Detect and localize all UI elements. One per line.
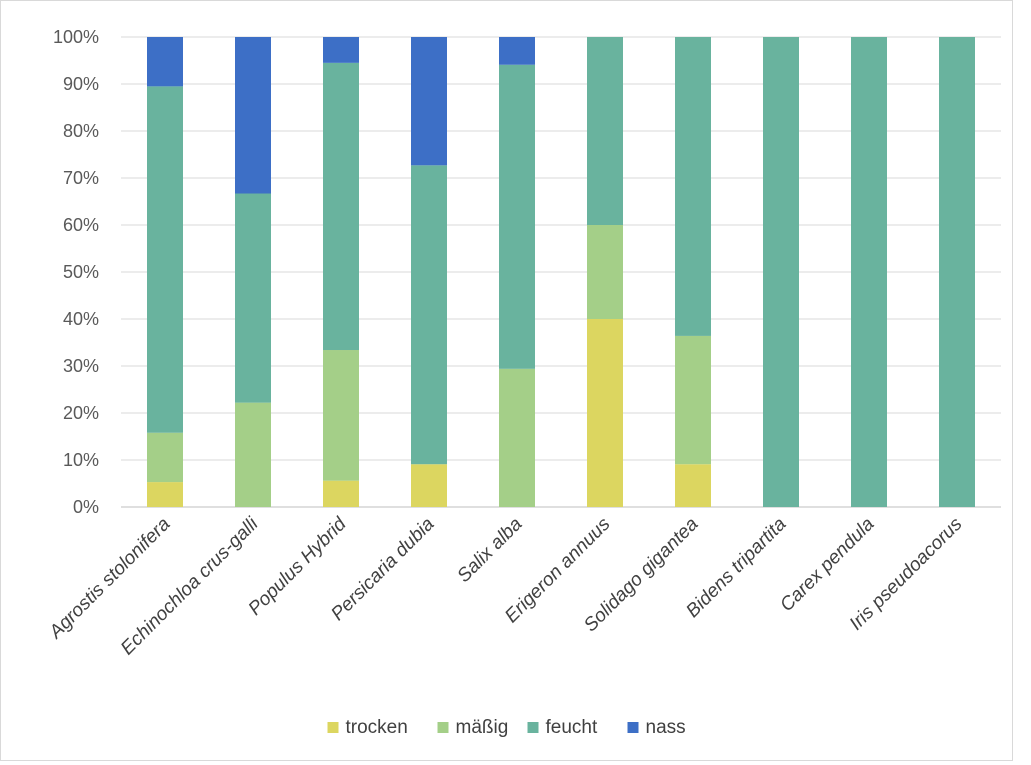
bar-segment-nass <box>235 37 271 194</box>
bar-segment-feucht <box>587 37 623 225</box>
bar-segment-feucht <box>763 37 799 507</box>
bar-segment-mäßig <box>499 368 535 507</box>
legend-label: nass <box>646 717 686 738</box>
x-category-label: Carex pendula <box>776 514 878 616</box>
bar-segment-feucht <box>235 193 271 403</box>
bar-segment-feucht <box>147 86 183 433</box>
bar-segment-feucht <box>851 37 887 507</box>
bar-segment-mäßig <box>235 402 271 507</box>
bar-segment-feucht <box>323 62 359 351</box>
y-tick-label: 80% <box>63 121 99 141</box>
y-tick-label: 10% <box>63 450 99 470</box>
legend-label: trocken <box>346 717 408 738</box>
bar-segment-nass <box>147 37 183 87</box>
bar-segment-feucht <box>675 37 711 336</box>
legend: trocken mäßig feucht nass <box>327 717 686 738</box>
legend-swatch-mäßig <box>437 722 449 733</box>
bar-segment-feucht <box>939 37 975 507</box>
x-category-label: Salix alba <box>453 514 526 587</box>
bars <box>147 37 975 507</box>
y-tick-label: 30% <box>63 356 99 376</box>
y-tick-label: 70% <box>63 168 99 188</box>
y-tick-label: 100% <box>53 27 99 47</box>
bar-segment-mäßig <box>587 225 623 319</box>
y-tick-label: 50% <box>63 262 99 282</box>
legend-swatch-trocken <box>327 722 339 733</box>
y-tick-label: 90% <box>63 74 99 94</box>
legend-swatch-nass <box>627 722 639 733</box>
chart-frame: 0% 10% 20% 30% 40% 50% 60% 70% 80% 90% 100% Agrost… <box>0 0 1013 761</box>
legend-swatch-feucht <box>527 722 539 733</box>
y-axis-tick-labels: 0% 10% 20% 30% 40% 50% 60% 70% 80% 90% 100% <box>53 27 99 517</box>
stacked-bar-chart: 0% 10% 20% 30% 40% 50% 60% 70% 80% 90% 100% Agrost… <box>45 27 1001 738</box>
bar-segment-trocken <box>675 464 711 507</box>
y-tick-label: 60% <box>63 215 99 235</box>
bar-segment-nass <box>323 37 359 63</box>
bar-segment-nass <box>411 37 447 166</box>
bar-segment-nass <box>499 37 535 65</box>
y-tick-label: 40% <box>63 309 99 329</box>
legend-label: feucht <box>546 717 598 738</box>
bar-segment-mäßig <box>675 335 711 465</box>
legend-label: mäßig <box>456 717 509 738</box>
bar-segment-trocken <box>587 319 623 507</box>
bar-segment-trocken <box>147 482 183 507</box>
bar-segment-feucht <box>499 64 535 369</box>
bar-segment-mäßig <box>147 432 183 483</box>
y-tick-label: 20% <box>63 403 99 423</box>
bar-segment-trocken <box>411 464 447 507</box>
bar-segment-mäßig <box>323 350 359 481</box>
y-tick-label: 0% <box>73 497 99 517</box>
bar-segment-trocken <box>323 480 359 507</box>
bar-segment-feucht <box>411 165 447 465</box>
